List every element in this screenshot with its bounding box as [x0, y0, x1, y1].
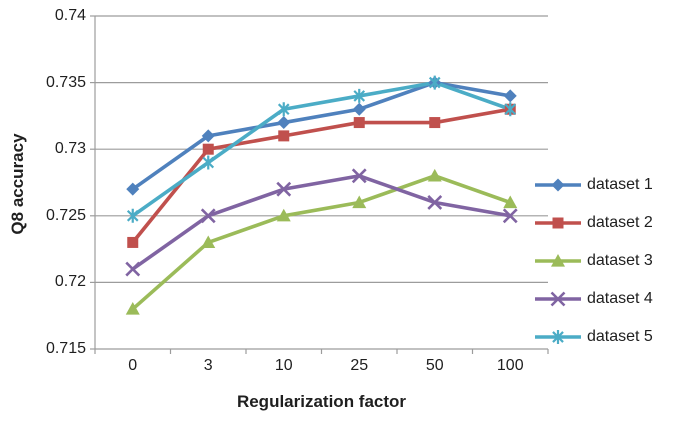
y-axis-title: Q8 accuracy [8, 133, 27, 235]
y-tick-label: 0.735 [45, 73, 86, 91]
series-line-dataset-5 [130, 80, 513, 218]
square-marker-icon [535, 217, 581, 229]
x-axis-title: Regularization factor [236, 392, 407, 411]
y-tick-label: 0.72 [54, 273, 86, 291]
legend-label: dataset 2 [587, 214, 653, 231]
legend-label: dataset 4 [587, 290, 653, 307]
series-line-dataset-4 [130, 174, 513, 271]
x-tick-label: 0 [128, 357, 138, 374]
triangle-marker-icon [535, 254, 581, 267]
legend-entry: dataset 3 [534, 242, 653, 280]
x-tick-label: 100 [496, 357, 524, 374]
y-tick-label: 0.725 [45, 206, 86, 224]
series-line-dataset-1 [130, 80, 513, 191]
legend-entry: dataset 4 [534, 280, 653, 318]
legend-label: dataset 3 [587, 252, 653, 269]
y-tick-label: 0.74 [54, 7, 86, 24]
x-marker-icon [535, 291, 581, 307]
y-tick-label: 0.73 [54, 140, 86, 158]
diamond-marker-icon [535, 178, 581, 192]
x-tick-label: 3 [203, 357, 213, 374]
legend-label: dataset 1 [587, 176, 653, 193]
series-line-dataset-3 [130, 174, 513, 311]
legend-entry: dataset 5 [534, 318, 653, 356]
x-tick-label: 10 [274, 357, 293, 374]
series-line-dataset-2 [130, 107, 513, 245]
legend-entry: dataset 1 [534, 166, 653, 204]
legend-label: dataset 5 [587, 328, 653, 345]
asterisk-marker-icon [535, 330, 581, 344]
x-tick-label: 50 [425, 357, 444, 374]
x-tick-label: 25 [350, 357, 369, 374]
legend: dataset 1 dataset 2 dataset 3 dataset 4 data… [534, 166, 653, 356]
legend-entry: dataset 2 [534, 204, 653, 242]
y-tick-label: 0.715 [45, 340, 86, 357]
